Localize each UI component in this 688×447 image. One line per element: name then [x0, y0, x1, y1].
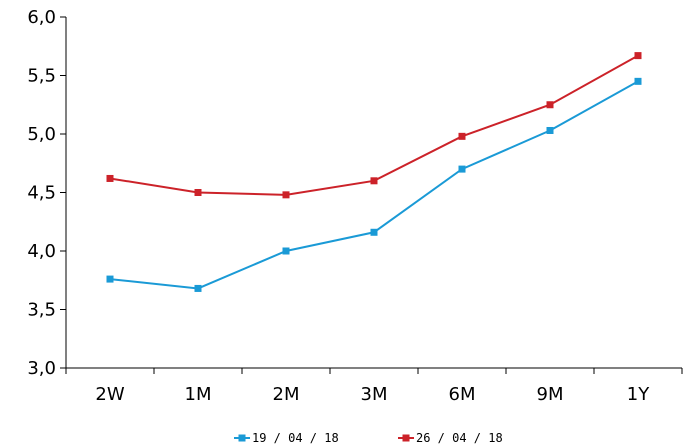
- x-tick-label: 3M: [361, 384, 388, 405]
- data-point: [194, 284, 202, 292]
- data-point: [634, 52, 642, 60]
- data-point: [106, 275, 114, 283]
- data-point: [458, 165, 466, 173]
- x-tick-group: 2W 1M 2M 3M 6M 9M 1Y: [65, 368, 683, 405]
- x-tick-label: 1Y: [627, 384, 650, 405]
- legend-swatch-marker: [402, 434, 410, 442]
- legend-label: 19 / 04 / 18: [252, 431, 339, 445]
- series-2: [106, 52, 642, 199]
- x-tick-label: 9M: [537, 384, 564, 405]
- x-tick-label: 2W: [95, 384, 124, 405]
- data-point: [458, 132, 466, 140]
- legend-item: 19 / 04 / 18: [234, 431, 339, 445]
- y-tick-label: 3,0: [27, 358, 56, 379]
- y-tick-label: 6,0: [27, 7, 56, 28]
- x-tick-label: 1M: [185, 384, 212, 405]
- series-line: [109, 80, 639, 290]
- y-tick-group: 3,0 3,5 4,0 4,5 5,0 5,5 6,0: [27, 7, 66, 379]
- chart-axes: [65, 17, 682, 369]
- y-tick-label: 4,5: [27, 183, 56, 204]
- legend: 19 / 04 / 18 26 / 04 / 18: [234, 431, 503, 445]
- legend-item: 26 / 04 / 18: [398, 431, 503, 445]
- x-tick-label: 6M: [449, 384, 476, 405]
- data-point: [370, 177, 378, 185]
- data-point: [546, 126, 554, 134]
- data-point: [282, 191, 290, 199]
- data-point: [546, 101, 554, 109]
- legend-swatch-marker: [238, 434, 246, 442]
- series-1: [106, 77, 642, 292]
- data-point: [370, 228, 378, 236]
- data-point: [282, 247, 290, 255]
- y-tick-label: 4,0: [27, 241, 56, 262]
- data-point: [194, 189, 202, 196]
- data-point: [106, 174, 114, 182]
- data-point: [634, 77, 642, 85]
- y-tick-label: 5,5: [27, 66, 56, 87]
- series-layer: [106, 52, 642, 292]
- y-tick-label: 3,5: [27, 300, 56, 321]
- y-tick-label: 5,0: [27, 124, 56, 145]
- legend-label: 26 / 04 / 18: [416, 431, 503, 445]
- x-tick-label: 2M: [273, 384, 300, 405]
